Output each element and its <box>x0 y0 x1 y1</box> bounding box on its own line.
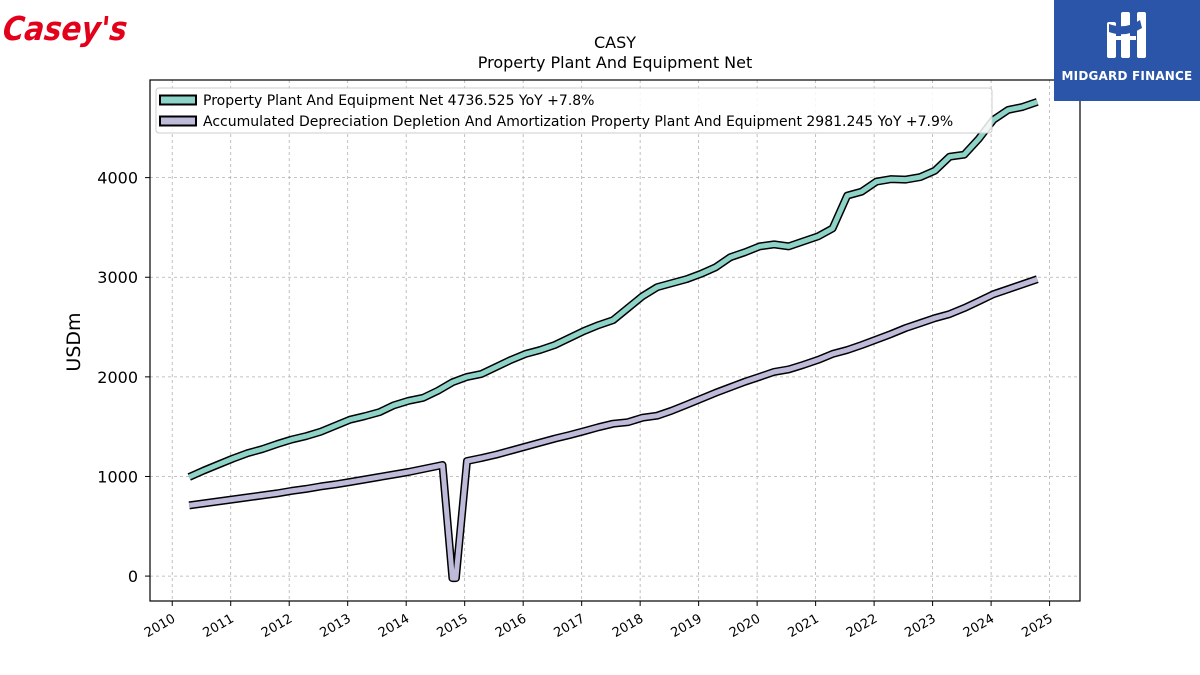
y-tick-label: 1000 <box>97 467 138 486</box>
legend-swatch <box>159 94 197 106</box>
chart-subtitle: Property Plant And Equipment Net <box>477 53 753 72</box>
x-tick-label: 2017 <box>552 611 588 641</box>
x-tick-label: 2011 <box>201 611 237 641</box>
x-tick-label: 2016 <box>493 611 529 641</box>
series-line-1 <box>187 98 1039 481</box>
legend: Property Plant And Equipment Net 4736.52… <box>155 87 993 134</box>
x-tick-label: 2024 <box>961 611 997 641</box>
x-tick-label: 2022 <box>844 611 880 641</box>
plot-frame <box>149 79 1081 602</box>
legend-swatch <box>159 115 197 127</box>
axes: 2010 2011 2012 2013 2014 2015 2016 2017 2018 2019… <box>97 169 1055 641</box>
x-tick-label: 2018 <box>610 611 646 641</box>
x-tick-label: 2013 <box>318 611 354 641</box>
y-tick-label: 2000 <box>97 368 138 387</box>
x-tick-label: 2025 <box>1019 611 1055 641</box>
series-stroke <box>188 99 1039 480</box>
x-tick-label: 2010 <box>142 611 178 641</box>
midgard-finance-text: MIDGARD FINANCE <box>1061 69 1193 83</box>
y-tick-label: 3000 <box>97 268 138 287</box>
legend-box <box>155 87 993 134</box>
x-tick-label: 2015 <box>435 611 471 641</box>
x-tick-label: 2012 <box>259 611 295 641</box>
x-tick-label: 2014 <box>376 611 412 641</box>
x-tick-label: 2023 <box>902 611 938 641</box>
x-tick-label: 2019 <box>668 611 704 641</box>
x-tick-label: 2020 <box>727 611 763 641</box>
midgard-mark-icon <box>1107 12 1146 58</box>
legend-label: Property Plant And Equipment Net 4736.52… <box>203 93 594 109</box>
caseys-logo-text: Casey's <box>4 9 129 48</box>
midgard-finance-logo: MIDGARD FINANCE <box>1054 0 1200 101</box>
x-tick-label: 2021 <box>785 611 821 641</box>
grid <box>150 80 1080 601</box>
series-layer <box>187 98 1039 583</box>
chart-title: CASY <box>593 33 637 52</box>
caseys-logo: Casey's <box>1 2 134 58</box>
y-tick-label: 4000 <box>97 169 138 188</box>
y-tick-label: 0 <box>128 567 138 586</box>
series-stroke <box>188 276 1039 581</box>
series-line-2 <box>188 275 1039 583</box>
y-axis-label: USDm <box>63 312 85 371</box>
legend-label: Accumulated Depreciation Depletion And A… <box>203 114 953 130</box>
